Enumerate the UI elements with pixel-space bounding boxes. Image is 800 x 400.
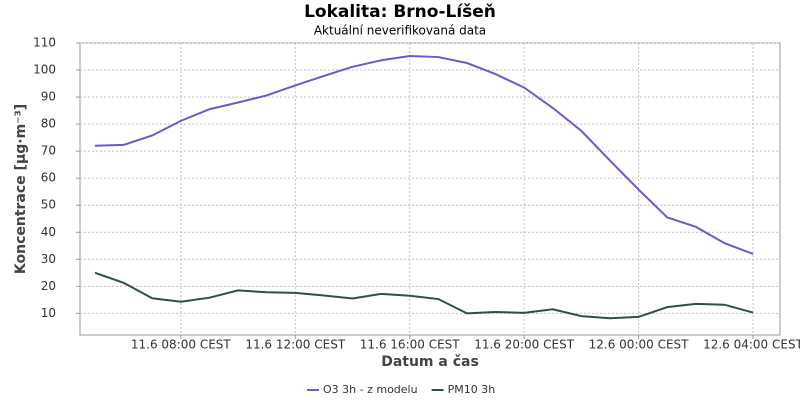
x-tick-label: 11.6 12:00 CEST [245, 338, 346, 352]
y-tick-label: 110 [33, 36, 56, 50]
y-tick-label: 10 [41, 306, 56, 320]
y-tick-label: 30 [41, 252, 56, 266]
x-tick-label: 11.6 16:00 CEST [360, 338, 461, 352]
series-line [94, 54, 754, 255]
x-tick-label: 12.6 04:00 CEST [703, 338, 800, 352]
x-tick-label: 12.6 00:00 CEST [589, 338, 690, 352]
legend-label: O3 3h - z modelu [323, 383, 418, 396]
x-tick-label: 11.6 20:00 CEST [474, 338, 575, 352]
x-tick-label: 11.6 08:00 CEST [131, 338, 232, 352]
y-tick-label: 60 [41, 171, 56, 185]
chart-title: Lokalita: Brno-Líšeň [304, 2, 496, 22]
y-tick-label: 50 [41, 198, 56, 212]
y-tick-label: 40 [41, 225, 56, 239]
y-tick-label: 20 [41, 279, 56, 293]
legend-label: PM10 3h [448, 383, 496, 396]
y-tick-label: 70 [41, 144, 56, 158]
chart-subtitle: Aktuální neverifikovaná data [314, 24, 486, 38]
series-line [94, 271, 754, 320]
y-axis-label: Koncentrace [µg·m⁻³] [13, 104, 29, 274]
x-axis-label: Datum a čas [381, 354, 479, 370]
plot-area [79, 42, 781, 336]
y-tick-label: 90 [41, 90, 56, 104]
y-tick-label: 100 [33, 63, 56, 77]
y-tick-label: 80 [41, 117, 56, 131]
